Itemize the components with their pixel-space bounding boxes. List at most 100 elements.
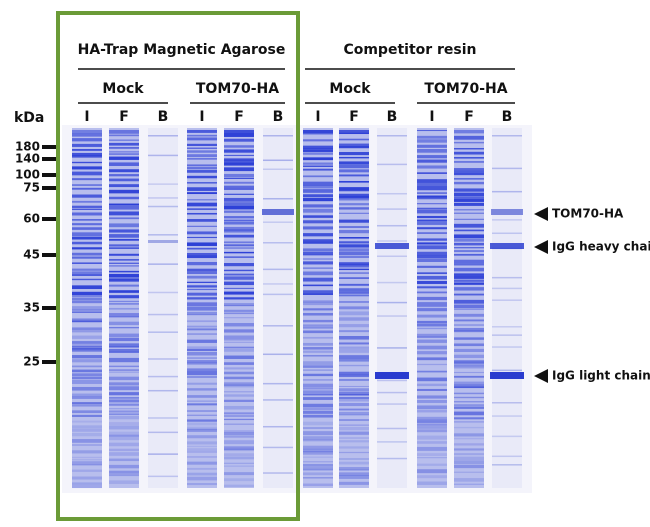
band	[72, 311, 102, 313]
band	[417, 179, 447, 183]
band	[72, 450, 102, 454]
band	[187, 255, 217, 259]
band	[72, 330, 102, 333]
band	[72, 271, 102, 276]
band	[303, 254, 333, 256]
band	[187, 182, 217, 184]
band	[417, 388, 447, 391]
band	[224, 462, 254, 465]
band	[339, 251, 369, 256]
band	[454, 456, 484, 461]
band	[492, 402, 522, 404]
band	[303, 145, 333, 149]
band	[109, 130, 139, 134]
band	[454, 209, 484, 211]
band	[417, 291, 447, 294]
band	[377, 208, 407, 210]
band	[224, 149, 254, 153]
band	[109, 139, 139, 141]
band	[417, 357, 447, 361]
band	[187, 472, 217, 476]
band	[454, 362, 484, 367]
band	[187, 333, 217, 335]
band	[303, 239, 333, 243]
band	[72, 343, 102, 347]
band	[454, 471, 484, 473]
band	[454, 396, 484, 399]
band	[339, 399, 369, 402]
band	[72, 232, 102, 237]
band	[224, 405, 254, 410]
band	[72, 138, 102, 142]
band	[224, 478, 254, 482]
band	[224, 453, 254, 457]
band	[303, 369, 333, 371]
band	[417, 395, 447, 399]
lane-label: F	[349, 109, 359, 125]
band	[263, 293, 293, 296]
band	[224, 138, 254, 142]
band	[109, 205, 139, 210]
band	[417, 144, 447, 148]
band	[303, 436, 333, 440]
lane-label: F	[119, 109, 129, 125]
band	[339, 143, 369, 147]
band	[72, 439, 102, 443]
band	[148, 205, 178, 208]
band	[339, 174, 369, 177]
band	[417, 435, 447, 440]
band	[109, 313, 139, 317]
band	[72, 369, 102, 373]
band	[303, 150, 333, 153]
band	[454, 170, 484, 174]
band	[224, 160, 254, 165]
band	[224, 312, 254, 315]
band	[109, 134, 139, 137]
band	[224, 309, 254, 312]
band	[187, 328, 217, 331]
band	[224, 339, 254, 341]
band	[417, 429, 447, 433]
band	[109, 386, 139, 391]
band	[377, 315, 407, 317]
band	[303, 403, 333, 408]
band	[224, 391, 254, 393]
band	[303, 414, 333, 418]
band	[417, 457, 447, 459]
band	[262, 209, 294, 215]
band	[187, 208, 217, 211]
band	[339, 458, 369, 460]
band	[148, 234, 178, 236]
band	[303, 130, 333, 134]
band	[492, 219, 522, 221]
band	[72, 227, 102, 230]
band	[72, 355, 102, 359]
band	[187, 236, 217, 239]
band	[224, 216, 254, 219]
band	[109, 142, 139, 146]
band	[454, 343, 484, 347]
band	[109, 184, 139, 188]
band	[109, 333, 139, 338]
marker-label: 75	[23, 181, 40, 195]
band	[339, 146, 369, 149]
band	[492, 435, 522, 438]
band	[454, 426, 484, 429]
band	[109, 343, 139, 347]
band	[148, 240, 178, 243]
band	[187, 435, 217, 439]
band	[454, 360, 484, 364]
band	[72, 252, 102, 256]
band	[187, 202, 217, 207]
band	[72, 184, 102, 186]
band	[303, 390, 333, 394]
band	[72, 380, 102, 384]
band	[72, 268, 102, 271]
band	[72, 278, 102, 281]
band	[109, 259, 139, 261]
band	[339, 481, 369, 485]
band	[72, 464, 102, 466]
band	[187, 292, 217, 296]
band	[187, 170, 217, 173]
band	[339, 164, 369, 169]
